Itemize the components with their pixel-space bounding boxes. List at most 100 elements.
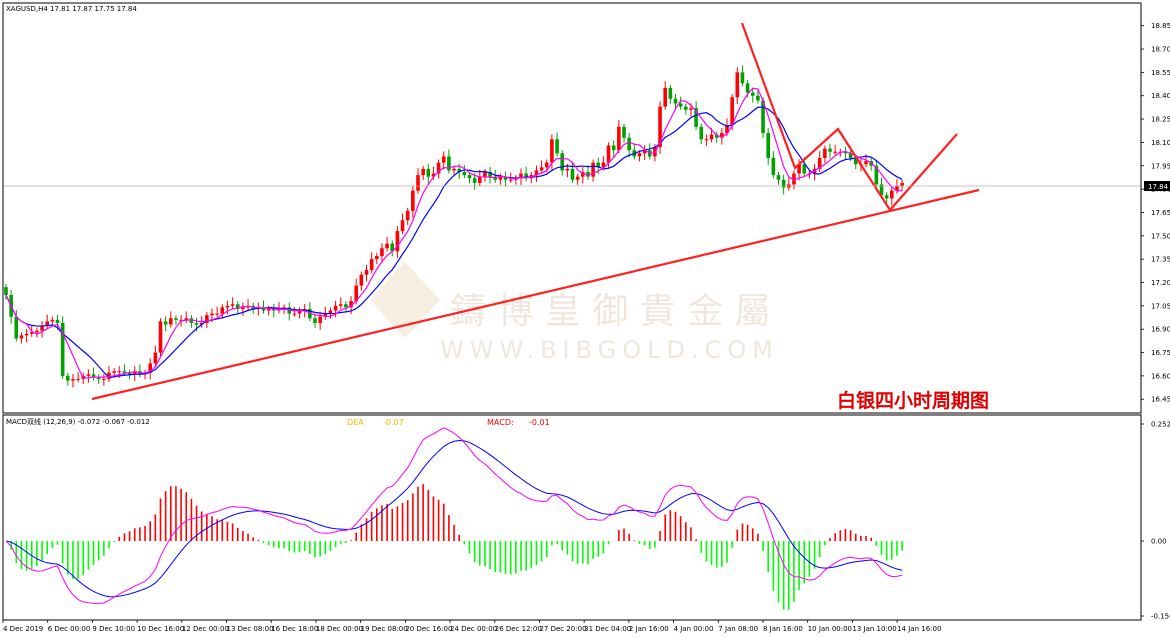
candle-body — [375, 256, 379, 260]
candle-body — [385, 243, 389, 249]
candle-body — [864, 161, 868, 165]
candle-body — [220, 307, 225, 314]
candle-body — [174, 318, 178, 320]
candle-body — [771, 157, 776, 176]
price-tick-label: 17.95 — [1151, 162, 1170, 170]
candle-body — [421, 168, 425, 176]
candle-body — [205, 315, 209, 323]
candle-body — [369, 259, 374, 271]
candle-body — [333, 305, 338, 311]
candle-body — [45, 321, 49, 327]
candle-body — [292, 313, 297, 315]
symbol-header: XAGUSD,H4 17.81 17.87 17.75 17.84 — [6, 5, 137, 13]
moving-averages-group — [5, 87, 903, 379]
candle-body — [344, 304, 348, 308]
candle-body — [19, 335, 24, 339]
candle-body — [122, 371, 127, 373]
watermark-en-text: WWW.BIBGOLD.COM — [440, 336, 779, 364]
current-price-tag-bg — [1144, 181, 1170, 191]
candle-body — [694, 108, 698, 127]
candle-body — [380, 248, 384, 257]
candle-body — [478, 176, 482, 183]
candle-body — [354, 285, 358, 302]
candle-body — [684, 106, 688, 110]
time-tick-label: 18 Dec 00:00 — [316, 625, 363, 633]
candle-body — [235, 304, 240, 309]
candle-body — [169, 318, 173, 325]
price-tick-label: 18.25 — [1151, 116, 1170, 124]
candle-body — [431, 173, 436, 177]
candle-body — [699, 126, 704, 140]
macd-tick-label: 0.252 — [1151, 421, 1170, 429]
candle-body — [756, 95, 760, 101]
candle-body — [364, 270, 369, 275]
time-tick-label: 10 Dec 16:00 — [137, 625, 184, 633]
candle-body — [853, 157, 858, 165]
candle-body — [318, 316, 322, 323]
macd-lines-group — [5, 427, 903, 605]
candle-body — [328, 310, 333, 314]
candle-body — [29, 332, 34, 334]
price-tick-label: 16.45 — [1151, 396, 1170, 404]
candle-body — [606, 145, 611, 163]
time-tick-label: 8 Jan 16:00 — [763, 625, 803, 633]
macd-panel-frame — [2, 414, 1142, 621]
macd-line — [5, 427, 903, 605]
candle-body — [503, 176, 508, 180]
candle-body — [199, 322, 204, 325]
candle-body — [895, 185, 899, 191]
candle-body — [617, 126, 621, 151]
candle-body — [797, 164, 801, 174]
candle-body — [158, 321, 163, 353]
candle-body — [555, 139, 559, 154]
candle-body — [457, 168, 461, 172]
candle-body — [539, 167, 544, 171]
candle-body — [313, 318, 317, 323]
candle-body — [297, 310, 302, 314]
candle-body — [581, 171, 585, 177]
candle-body — [349, 301, 353, 308]
time-tick-label: 12 Dec 00:00 — [182, 625, 229, 633]
candle-body — [107, 372, 111, 379]
candle-body — [338, 304, 343, 306]
ma-fast-line — [5, 87, 903, 379]
candle-body — [76, 378, 80, 380]
candle-body — [642, 150, 647, 154]
candle-body — [462, 171, 467, 176]
price-tick-label: 16.90 — [1151, 326, 1170, 334]
time-tick-label: 24 Dec 00:00 — [450, 625, 497, 633]
candle-body — [66, 375, 70, 381]
macd-histogram-group — [10, 484, 903, 610]
candle-body — [153, 352, 158, 364]
time-tick-label: 9 Dec 10:00 — [92, 625, 135, 633]
dea-line — [5, 439, 903, 598]
candle-body — [740, 72, 745, 84]
time-tick-label: 31 Dec 04:00 — [584, 625, 631, 633]
macd-axis: 0.252 0.00 -0.156 — [1141, 421, 1170, 621]
time-tick-label: 4 Dec 2019 — [3, 625, 43, 633]
price-tick-label: 17.35 — [1151, 256, 1170, 264]
candle-body — [184, 318, 189, 320]
candle-body — [544, 162, 549, 168]
candle-body — [390, 243, 395, 252]
time-tick-label: 2 Jan 16:00 — [629, 625, 669, 633]
candle-body — [132, 371, 137, 375]
price-tick-label: 16.60 — [1151, 372, 1170, 380]
candle-body — [447, 156, 451, 171]
time-tick-label: 26 Dec 12:00 — [495, 625, 542, 633]
candle-body — [720, 133, 724, 138]
candle-body — [725, 125, 729, 134]
candle-body — [591, 162, 595, 177]
ma-slow-line — [5, 106, 903, 378]
macd-tick-label: 0.00 — [1151, 538, 1167, 546]
candle-body — [673, 98, 678, 104]
candle-body — [833, 151, 837, 153]
candle-body — [359, 274, 364, 286]
time-tick-label: 16 Dec 18:00 — [271, 625, 318, 633]
candle-body — [395, 231, 400, 252]
candle-body — [828, 148, 832, 152]
candle-body — [900, 182, 904, 186]
candle-body — [488, 171, 492, 177]
candle-body — [426, 168, 431, 177]
time-tick-label: 6 Dec 00:00 — [48, 625, 91, 633]
